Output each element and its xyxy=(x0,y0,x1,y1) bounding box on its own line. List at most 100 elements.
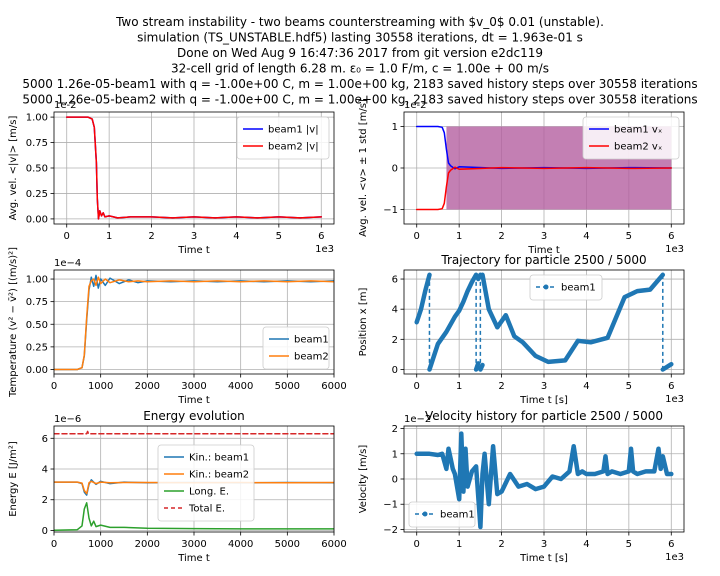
x-tick-label: 6 xyxy=(668,231,674,242)
x-tick-label: 5 xyxy=(626,539,632,550)
x-tick-label: 0 xyxy=(414,539,420,550)
chart-p5: 0 1000 2000 3000 4000 5000 6000 0 2 4 6 1e−6 Time t E… xyxy=(8,409,347,564)
y-tick-label: 2 xyxy=(392,335,398,346)
x-tick-label: 3 xyxy=(191,231,197,242)
x-offset-label: 1e3 xyxy=(665,552,684,563)
y-offset-label: 1e-2 xyxy=(54,100,77,111)
chart-title: Velocity history for particle 2500 / 500… xyxy=(425,409,663,423)
x-offset-label: 1e3 xyxy=(665,394,684,405)
chart-p2: 0 1 2 3 4 5 6 −1 0 1 1e-2 1e3 Time t Avg. vel. <v> ± … xyxy=(358,99,685,256)
x-tick-label: 1 xyxy=(456,381,462,392)
y-offset-label: 1e−2 xyxy=(404,414,431,425)
y-tick-label: 0.00 xyxy=(26,365,48,376)
x-tick-label: 3000 xyxy=(181,539,206,550)
series-line-beam1 xyxy=(660,361,674,372)
legend-label: beam1 |v| xyxy=(268,125,319,136)
x-axis-label: Time t xyxy=(177,395,210,406)
y-tick-label: 1 xyxy=(392,122,398,133)
series-line-beam1 xyxy=(414,431,674,530)
x-tick-label: 3 xyxy=(541,231,547,242)
y-tick-label: 0 xyxy=(392,365,398,376)
x-tick-label: 5 xyxy=(626,231,632,242)
x-tick-label: 1000 xyxy=(88,381,113,392)
y-tick-label: 0.75 xyxy=(26,138,48,149)
x-tick-label: 5000 xyxy=(275,381,300,392)
series-line-beam1 xyxy=(480,272,666,365)
series-line-beam2 xyxy=(54,276,334,371)
x-tick-label: 1 xyxy=(106,231,112,242)
legend-frame xyxy=(408,501,476,528)
legend-label: Long. E. xyxy=(189,487,229,498)
y-tick-label: 0 xyxy=(392,475,398,486)
y-tick-label: 2 xyxy=(42,495,48,506)
x-tick-label: 0 xyxy=(51,539,57,550)
y-tick-label: 1.00 xyxy=(26,113,48,124)
legend-label: beam1 xyxy=(440,510,475,521)
legend-label: Kin.: beam2 xyxy=(189,470,249,481)
series-line-beam2-v- xyxy=(65,116,323,220)
x-offset-label: 1e3 xyxy=(315,244,334,255)
legend: beam1 beam2 xyxy=(262,326,330,370)
legend-label: beam1 xyxy=(294,335,329,346)
x-tick-label: 6 xyxy=(668,539,674,550)
y-tick-label: 4 xyxy=(42,465,48,476)
legend-label: beam2 |v| xyxy=(268,142,319,153)
suptitle-line: Done on Wed Aug 9 16:47:36 2017 from git… xyxy=(177,46,543,60)
y-tick-label: 1 xyxy=(392,449,398,460)
plot-area xyxy=(54,274,334,371)
legend-label: beam1 xyxy=(561,283,596,294)
y-tick-label: 0.25 xyxy=(26,189,48,200)
legend-label: beam2 xyxy=(294,352,329,363)
x-tick-label: 2 xyxy=(498,539,504,550)
x-axis-label: Time t xyxy=(177,553,210,564)
x-tick-label: 2 xyxy=(498,231,504,242)
y-offset-label: 1e−6 xyxy=(54,414,81,425)
x-axis-label: Time t xyxy=(527,245,560,256)
legend-label: Kin.: beam1 xyxy=(189,453,249,464)
y-tick-label: 0.50 xyxy=(26,320,48,331)
y-tick-label: 0.75 xyxy=(26,297,48,308)
series-line-total-e- xyxy=(54,430,334,435)
x-tick-label: 4 xyxy=(233,231,239,242)
x-tick-label: 0 xyxy=(414,231,420,242)
x-tick-label: 6000 xyxy=(321,539,346,550)
y-tick-label: 0.25 xyxy=(26,342,48,353)
suptitle-line: 5000 1.26e-05-beam2 with q = -1.00e+00 C… xyxy=(22,93,697,107)
x-tick-label: 0 xyxy=(414,381,420,392)
y-tick-label: 0.50 xyxy=(26,164,48,175)
y-tick-label: −1 xyxy=(383,205,398,216)
x-tick-label: 4 xyxy=(583,381,589,392)
legend-label: beam2 vₓ xyxy=(614,142,662,153)
y-axis-label: Velocity [m/s] xyxy=(358,445,369,514)
x-tick-label: 0 xyxy=(64,231,70,242)
x-tick-label: 3000 xyxy=(181,381,206,392)
x-tick-label: 2000 xyxy=(135,539,160,550)
suptitle-line: 5000 1.26e-05-beam1 with q = -1.00e+00 C… xyxy=(22,77,697,91)
x-tick-label: 0 xyxy=(51,381,57,392)
x-tick-label: 4000 xyxy=(228,381,253,392)
y-tick-label: 6 xyxy=(42,434,48,445)
x-axis-label: Time t [s] xyxy=(519,395,568,406)
plot-area xyxy=(414,431,674,530)
y-tick-label: 2 xyxy=(392,424,398,435)
series-line-beam1 xyxy=(427,272,479,372)
plot-area xyxy=(65,116,323,220)
y-tick-label: −2 xyxy=(383,525,398,536)
y-tick-label: 0 xyxy=(42,526,48,537)
chart-p3: 0 1000 2000 3000 4000 5000 6000 0.00 0.25 0.50 0.7… xyxy=(8,247,347,406)
series-line-beam2-v- xyxy=(415,166,673,211)
x-tick-label: 1 xyxy=(456,231,462,242)
y-axis-label: Avg. vel. <|v|> [m/s] xyxy=(8,116,19,221)
x-tick-label: 3 xyxy=(541,381,547,392)
legend-label: beam1 vₓ xyxy=(614,125,662,136)
y-offset-label: 1e−4 xyxy=(54,258,81,269)
y-offset-label: 1e-2 xyxy=(404,100,427,111)
x-tick-label: 5 xyxy=(626,381,632,392)
legend-marker xyxy=(422,511,428,517)
x-tick-label: 5 xyxy=(276,231,282,242)
y-tick-label: 6 xyxy=(392,275,398,286)
series-line-beam1 xyxy=(414,272,432,325)
legend-frame xyxy=(157,444,255,522)
legend-frame xyxy=(582,116,680,160)
